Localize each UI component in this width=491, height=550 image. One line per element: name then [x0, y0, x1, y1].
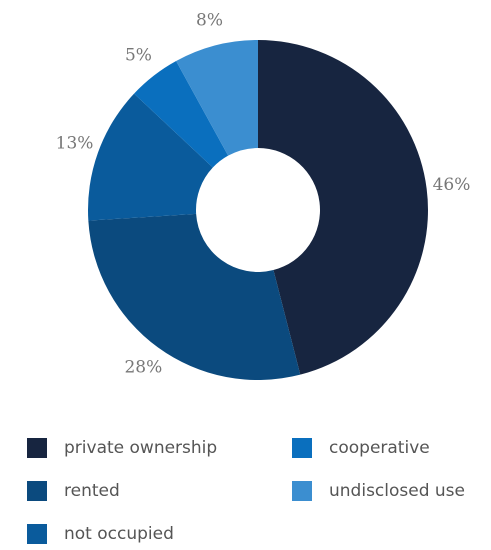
data-label: 8%: [196, 11, 223, 31]
legend-label: cooperative: [329, 438, 430, 458]
legend-label: private ownership: [64, 438, 217, 458]
legend-swatch: [292, 481, 312, 501]
legend-label: rented: [64, 481, 120, 501]
donut-segment: [88, 93, 213, 221]
data-label: 46%: [433, 175, 471, 195]
legend-swatch: [27, 481, 47, 501]
data-label: 28%: [124, 357, 162, 377]
data-label: 5%: [125, 45, 152, 65]
donut-segment: [88, 213, 301, 381]
data-label: 13%: [56, 133, 94, 153]
donut-segment: [134, 61, 229, 168]
donut-segment: [176, 40, 258, 156]
legend-swatch: [27, 524, 47, 544]
legend-label: not occupied: [64, 524, 174, 544]
legend-label: undisclosed use: [329, 481, 465, 501]
legend-swatch: [27, 438, 47, 458]
legend-swatch: [292, 438, 312, 458]
donut-segment: [258, 40, 429, 375]
